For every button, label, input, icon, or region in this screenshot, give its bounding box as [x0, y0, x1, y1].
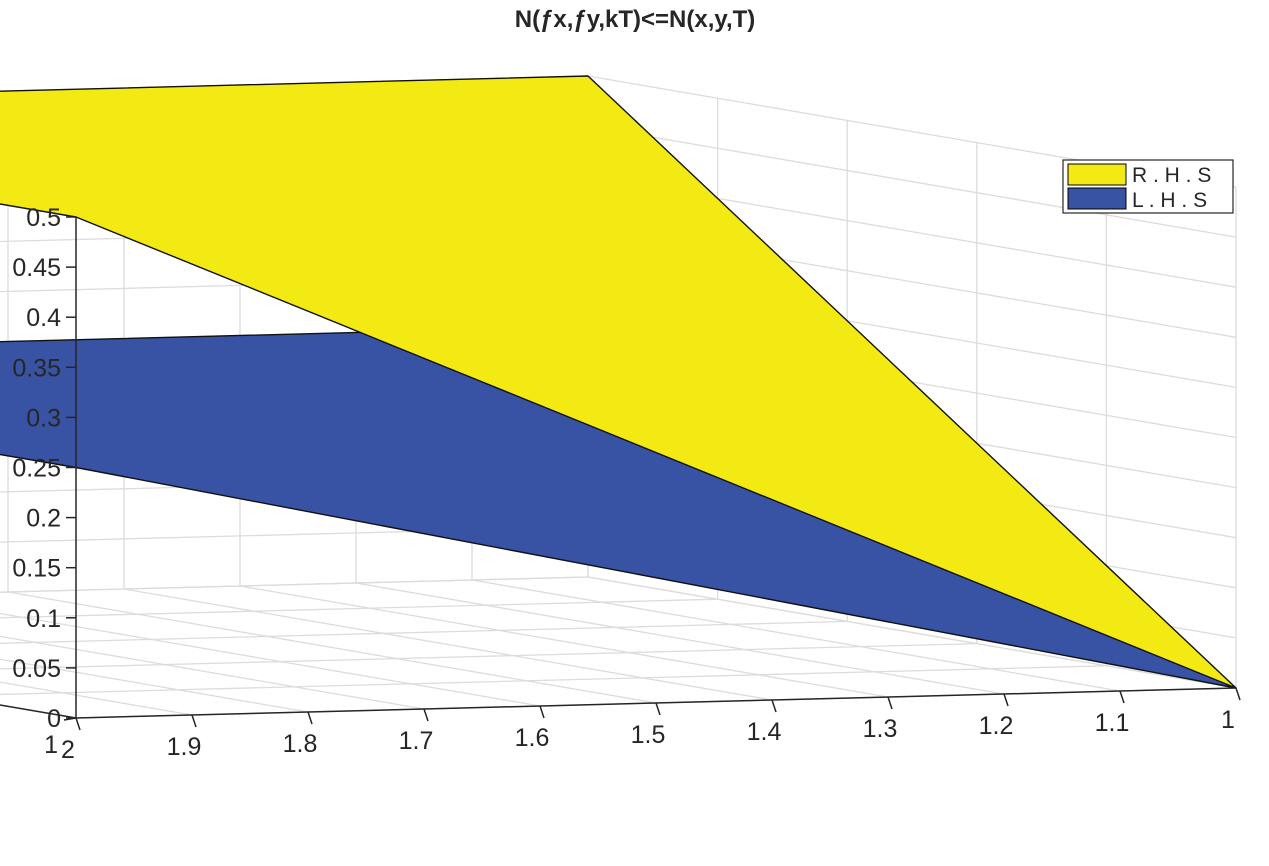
x-tick-mark [1235, 687, 1241, 701]
x-tick-mark [771, 699, 777, 713]
grid-back-z [0, 576, 589, 593]
y-tick-label: 1 [44, 731, 58, 759]
grid-floor-x [0, 612, 541, 707]
grid-side-z [587, 576, 1237, 689]
surface-layer [0, 75, 1237, 689]
grid-side-z [587, 125, 1237, 238]
x-tick-mark [887, 696, 893, 710]
x-tick-mark [539, 705, 545, 719]
grid-floor-x [0, 635, 425, 710]
grid-floor-x [239, 585, 889, 698]
x-tick-label: 1.2 [979, 712, 1014, 740]
x-tick-label: 1.6 [515, 724, 550, 752]
z-tick-label: 0.3 [26, 404, 61, 432]
x-tick-mark [191, 714, 197, 728]
grid-floor-x [0, 658, 309, 713]
grid-floor-y [0, 576, 589, 593]
x-tick-label: 1 [1221, 706, 1235, 734]
x-tick-label: 1.9 [167, 733, 202, 761]
grid-floor-x [0, 681, 193, 716]
z-tick-label: 0.5 [26, 204, 61, 232]
z-tick-label: 0.45 [12, 254, 61, 282]
legend: R . H . S L . H . S [1062, 159, 1234, 214]
grid-floor-x [355, 582, 1005, 695]
z-tick-label: 0.25 [12, 455, 61, 483]
x-tick-mark [1003, 693, 1009, 707]
legend-label-lhs: L . H . S [1132, 189, 1207, 212]
grid-floor-x [7, 591, 657, 704]
x-tick-mark [1119, 690, 1125, 704]
z-tick-label: 0.1 [26, 605, 61, 633]
x-tick-mark [75, 717, 81, 731]
z-tick-label: 0 [47, 705, 61, 733]
x-tick-mark [423, 708, 429, 722]
x-tick-label: 1.5 [631, 721, 666, 749]
z-tick-label: 0.35 [12, 354, 61, 382]
x-tick-label: 2 [61, 736, 75, 764]
axis-layer: 11.11.21.31.41.51.61.71.81.9211.21.41.61… [0, 204, 1241, 764]
z-tick-label: 0.4 [26, 304, 61, 332]
legend-swatch-lhs [1067, 187, 1127, 210]
grid-floor-x [123, 588, 773, 701]
legend-label-rhs: R . H . S [1132, 164, 1211, 187]
grid-floor-y [0, 598, 718, 619]
x-tick-mark [307, 711, 313, 725]
grid-floor-y [0, 642, 977, 670]
x-tick-label: 1.8 [283, 730, 318, 758]
z-tick-label: 0.15 [12, 555, 61, 583]
grid-floor-y [0, 665, 1107, 696]
x-tick-label: 1.7 [399, 727, 434, 755]
grid-back-z [0, 526, 589, 543]
x-tick-label: 1.4 [747, 718, 782, 746]
legend-swatch-rhs [1067, 163, 1127, 186]
x-tick-label: 1.3 [863, 715, 898, 743]
x-tick-mark [655, 702, 661, 716]
grid-floor-y [0, 620, 848, 644]
z-tick-label: 0.2 [26, 505, 61, 533]
z-tick-label: 0.05 [12, 655, 61, 683]
x-tick-label: 1.1 [1095, 709, 1130, 737]
chart-title: N(ƒx,ƒy,kT)<=N(x,y,T) [515, 6, 756, 33]
grid-floor-x [471, 579, 1121, 692]
